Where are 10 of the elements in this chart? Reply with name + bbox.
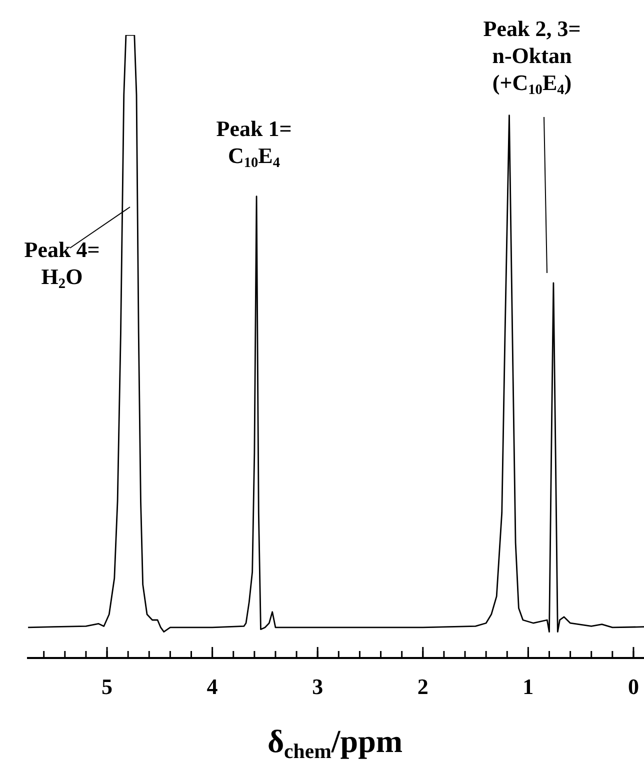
x-tick-label: 1 [522,674,534,699]
x-tick-label: 4 [206,674,218,699]
x-tick-label: 0 [628,674,639,699]
x-tick-label: 3 [312,674,324,699]
x-tick-label: 5 [102,674,113,699]
annotation: Peak 1= C$_{10}$E$_{4}$ [216,116,292,172]
x-axis-title: δ$_{chem}$/ppm [267,723,403,764]
x-tick-label: 2 [417,674,428,699]
annotation: Peak 4= H$_{2}$O [24,237,100,292]
annotation: Peak 2, 3= n-Oktan (+C$_{10}$E$_{4}$) [483,16,581,98]
